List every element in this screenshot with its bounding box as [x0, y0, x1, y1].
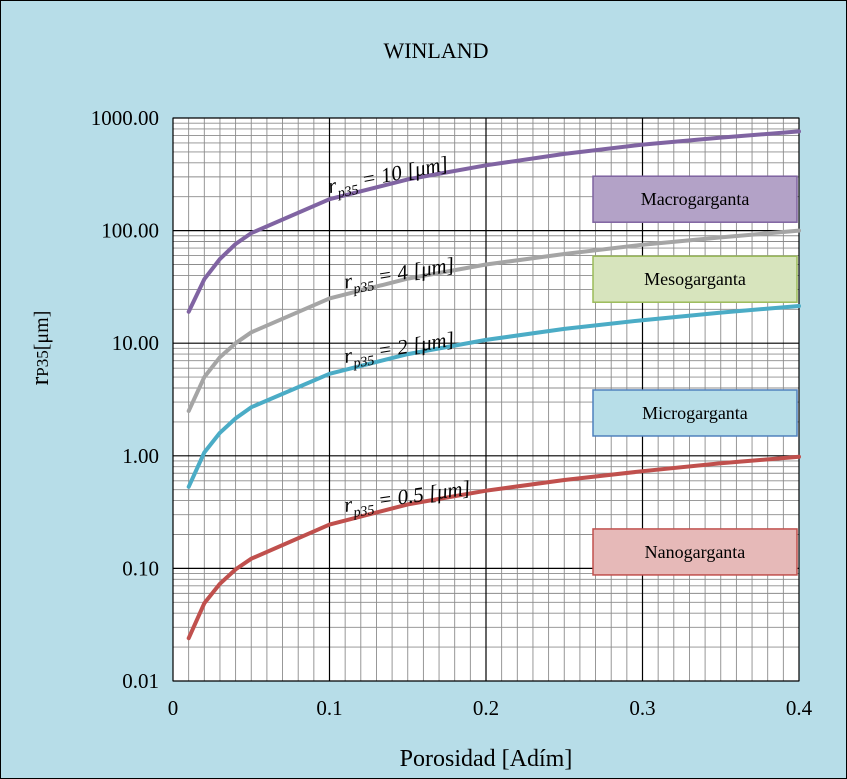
chart-title: WINLAND: [383, 38, 488, 63]
zone-box: [592, 528, 798, 576]
zone-label: Mesogarganta: [644, 269, 746, 289]
zone-boxes: Macrogarganta Mesogarganta Microgarganta Na…: [592, 175, 798, 576]
y-tick-label: 100.00: [101, 219, 159, 243]
series-label-part: p35: [351, 279, 375, 297]
series-label-part: p35: [351, 353, 375, 371]
zone-box: [592, 389, 798, 437]
series-lines: [186, 129, 801, 641]
y-axis-label-main: r: [25, 376, 54, 385]
series-label-part: p35: [352, 503, 376, 521]
zone-label: Nanogarganta: [645, 542, 746, 562]
y-axis-label-subscript: P35: [33, 350, 52, 376]
y-tick-label: 0.01: [122, 669, 159, 693]
series-line: [186, 454, 801, 641]
zone-box: [592, 175, 798, 223]
zone-box: [592, 255, 798, 303]
x-axis-label: Porosidad [Adím]: [400, 746, 573, 772]
y-tick-label: 10.00: [112, 331, 159, 355]
x-tick-label: 0.3: [629, 696, 655, 720]
y-tick-label: 0.10: [122, 556, 159, 580]
x-tick-label: 0.2: [473, 696, 499, 720]
zone-label: Macrogarganta: [641, 189, 750, 209]
x-tick-label: 0.4: [786, 696, 813, 720]
y-tick-label: 1.00: [122, 444, 159, 468]
plot-border: [172, 117, 800, 682]
series-line: [186, 129, 801, 314]
y-axis-label-unit: [μm]: [31, 311, 53, 351]
series-line: [186, 228, 801, 413]
y-tick-label: 1000.00: [91, 106, 159, 130]
zone-label: Microgarganta: [642, 403, 748, 423]
y-tick-labels: 0.01 0.10 1.00 10.00 100.00 1000.00: [91, 106, 159, 693]
x-tick-label: 0.1: [316, 696, 342, 720]
x-tick-labels: 0 0.1 0.2 0.3 0.4: [168, 696, 813, 720]
y-axis-label: rP35[μm]: [25, 311, 54, 386]
series-label-part: p35: [336, 183, 360, 202]
series-line: [186, 304, 801, 489]
x-tick-label: 0: [168, 696, 179, 720]
